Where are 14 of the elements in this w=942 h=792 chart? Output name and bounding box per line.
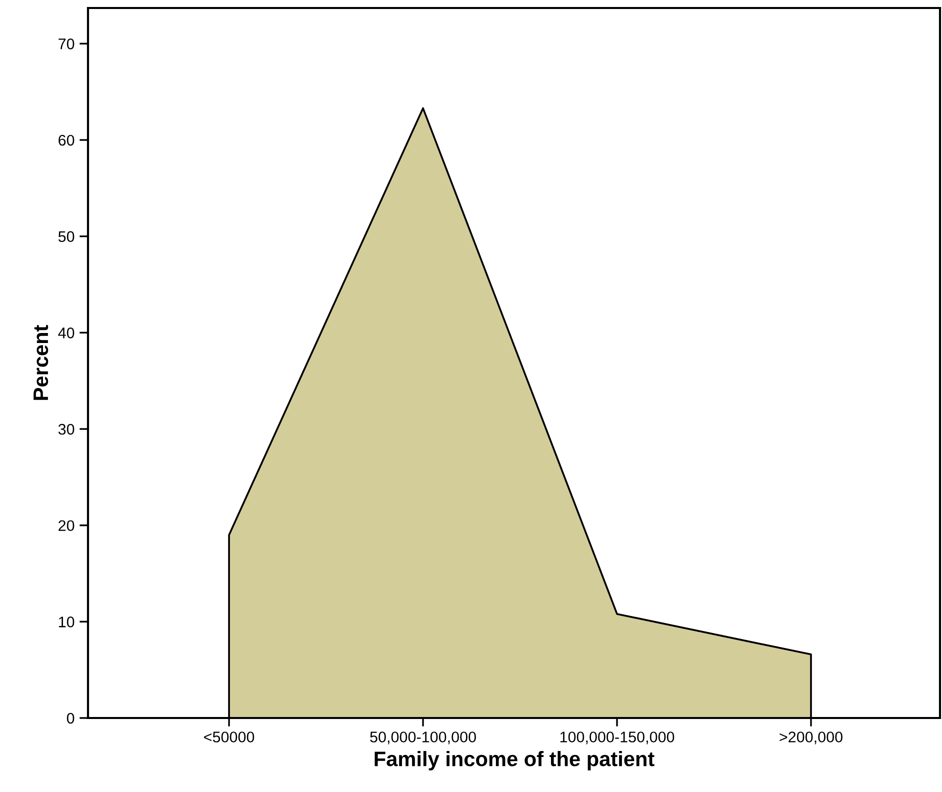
y-tick-label: 30 <box>58 424 74 435</box>
x-tick-label: 50,000-100,000 <box>370 732 476 744</box>
y-tick-label: 0 <box>66 712 74 724</box>
y-tick-label: 40 <box>58 328 74 338</box>
x-axis-title: Family income of the patient <box>374 750 654 770</box>
x-tick-label: >200,000 <box>780 732 842 744</box>
x-tick-label: 100,000-150,000 <box>560 732 674 744</box>
y-tick-label: 10 <box>58 616 74 628</box>
y-tick-label: 70 <box>58 38 74 50</box>
y-tick-label: 50 <box>58 231 74 242</box>
x-tick-label: <50000 <box>204 732 254 742</box>
y-axis-title: Percent <box>34 325 48 400</box>
y-tick-label: 20 <box>58 520 74 532</box>
y-tick-label: 60 <box>58 134 74 146</box>
